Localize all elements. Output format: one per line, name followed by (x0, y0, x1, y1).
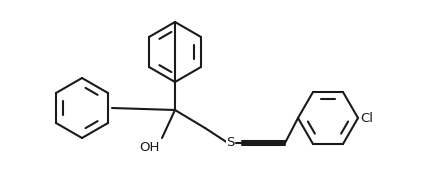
Text: OH: OH (140, 141, 160, 154)
Text: Cl: Cl (360, 112, 373, 124)
Text: S: S (226, 136, 234, 150)
